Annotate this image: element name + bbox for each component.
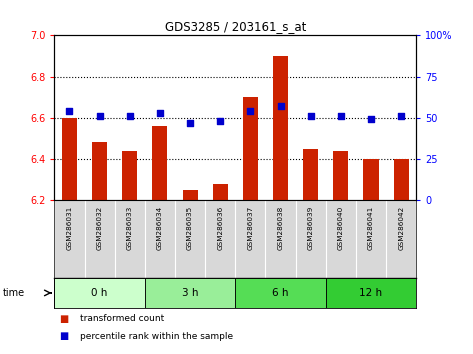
Text: time: time [2,288,25,298]
Point [186,120,194,125]
Text: 3 h: 3 h [182,288,198,298]
Text: GSM286041: GSM286041 [368,206,374,251]
Text: GSM286031: GSM286031 [67,206,72,251]
Title: GDS3285 / 203161_s_at: GDS3285 / 203161_s_at [165,20,306,33]
Bar [333,150,349,200]
Text: GSM286037: GSM286037 [247,206,254,251]
Text: 12 h: 12 h [359,288,383,298]
Text: GSM286036: GSM286036 [217,206,223,251]
Bar [303,149,318,200]
Point [96,113,104,119]
Point [217,118,224,124]
Bar [363,159,378,200]
Point [246,108,254,114]
Bar [213,183,228,200]
Point [156,110,164,116]
Bar [54,278,145,308]
Point [277,103,284,109]
Bar [62,118,77,200]
Text: GSM286033: GSM286033 [127,206,133,251]
Point [367,116,375,122]
Text: ■: ■ [59,314,69,324]
Text: GSM286042: GSM286042 [398,206,404,251]
Bar [183,190,198,200]
Point [337,113,345,119]
Text: GSM286040: GSM286040 [338,206,344,251]
Bar [243,97,258,200]
Bar [273,56,288,200]
Text: GSM286032: GSM286032 [96,206,103,251]
Text: GSM286034: GSM286034 [157,206,163,251]
Point [126,113,133,119]
Bar [235,278,326,308]
Bar [152,126,167,200]
Text: transformed count: transformed count [80,314,165,323]
Text: GSM286035: GSM286035 [187,206,193,251]
Text: 0 h: 0 h [91,288,108,298]
Bar [122,150,137,200]
Bar [394,159,409,200]
Point [397,113,405,119]
Text: ■: ■ [59,331,69,341]
Text: GSM286039: GSM286039 [308,206,314,251]
Bar [145,278,235,308]
Bar [92,142,107,200]
Text: 6 h: 6 h [272,288,289,298]
Bar [326,278,416,308]
Text: GSM286038: GSM286038 [278,206,283,251]
Point [66,108,73,114]
Text: percentile rank within the sample: percentile rank within the sample [80,332,234,341]
Point [307,113,315,119]
